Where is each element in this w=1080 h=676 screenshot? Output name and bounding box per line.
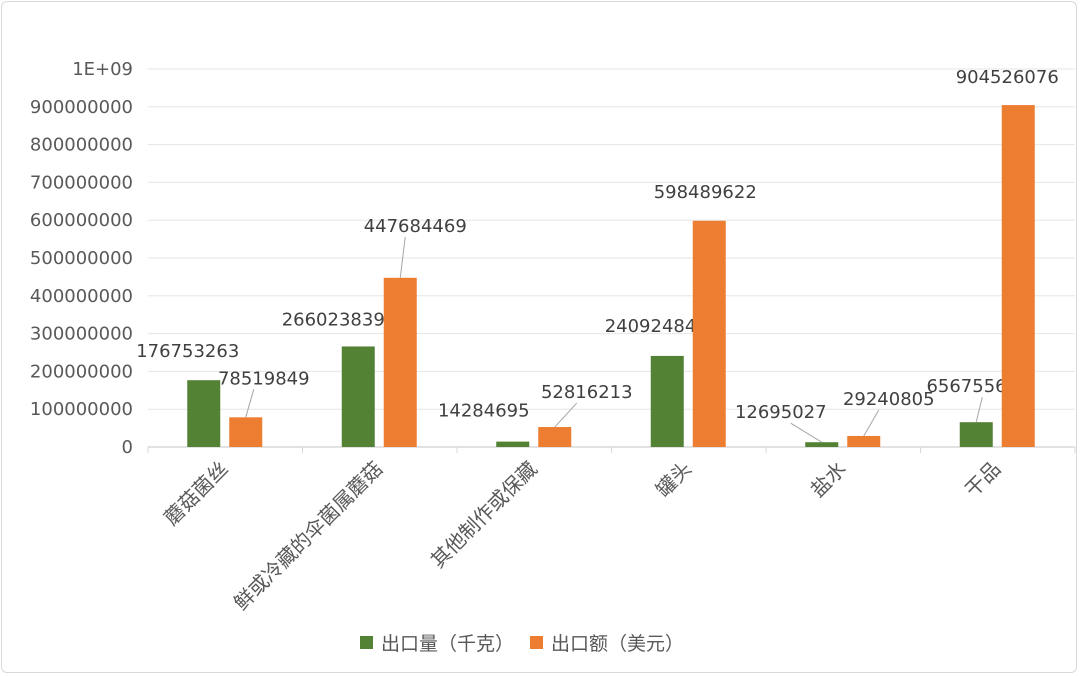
data-label: 78519849 [218,368,310,389]
data-label: 12695027 [735,402,827,423]
category-label: 其他制作或保藏 [426,457,542,573]
data-label: 598489622 [654,182,757,203]
legend-label-value: 出口额（美元） [551,633,685,655]
legend: 出口量（千克） 出口额（美元） [360,629,700,656]
bar-volume [341,346,375,447]
y-tick-label: 1E+09 [72,59,133,80]
y-tick-label: 0 [122,437,133,458]
y-tick-label: 100000000 [30,399,133,420]
legend-label-volume: 出口量（千克） [381,633,515,655]
y-tick-label: 800000000 [30,135,133,156]
category-label: 罐头 [651,457,696,502]
leader-line [975,397,983,423]
legend-item-value: 出口额（美元） [530,629,684,656]
data-label: 65675566 [926,376,1018,397]
legend-item-volume: 出口量（千克） [360,629,514,656]
bar-value [383,277,417,447]
bar-volume [187,380,221,447]
y-tick-label: 500000000 [30,248,133,269]
leader-line [554,402,578,428]
bar-value [692,220,726,447]
leader-line [790,422,823,443]
bar-value [847,435,881,447]
data-label: 14284695 [438,401,530,422]
data-label: 240924849 [605,316,708,337]
leader-line [245,389,255,418]
bar-volume [805,442,839,447]
y-tick-label: 400000000 [30,286,133,307]
legend-swatch-value [530,636,544,649]
leader-line [863,409,880,437]
leader-line [399,236,406,278]
bar-volume [650,355,684,447]
category-label: 蘑菇菌丝 [159,457,233,531]
data-label: 447684469 [364,216,467,237]
bar-value [229,417,263,447]
data-label: 29240805 [843,389,935,410]
data-label: 52816213 [541,382,633,403]
bar-value [1001,105,1035,447]
category-label: 鲜或冷藏的伞菌属蘑菇 [229,457,387,615]
bar-volume [496,441,530,447]
category-label: 干品 [960,457,1005,502]
y-tick-label: 300000000 [30,324,133,345]
data-label: 266023839 [282,309,385,330]
legend-swatch-volume [360,636,373,649]
y-tick-label: 700000000 [30,172,133,193]
bar-volume [959,422,993,447]
data-label: 176753263 [136,341,239,362]
y-tick-label: 600000000 [30,210,133,231]
category-label: 盐水 [806,457,851,502]
y-tick-label: 200000000 [30,361,133,382]
y-tick-label: 900000000 [30,97,133,118]
bar-value [538,427,572,447]
data-label: 904526076 [956,67,1059,88]
